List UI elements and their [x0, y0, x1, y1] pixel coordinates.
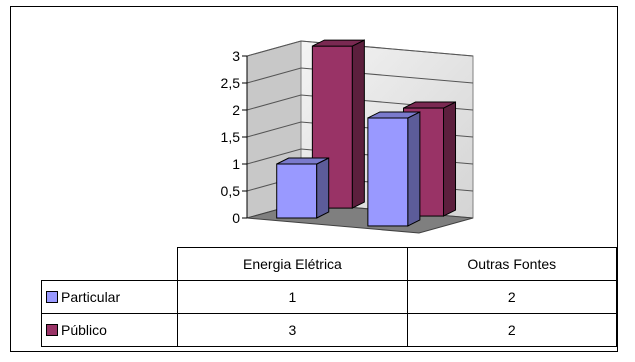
bar-side-face	[443, 101, 457, 217]
data-table: Energia Elétrica Outras Fontes Particula…	[40, 247, 618, 347]
y-tick-label: 1	[232, 156, 240, 172]
y-tick-label: 0,5	[221, 183, 241, 199]
legend-swatch	[46, 324, 58, 336]
bar	[367, 111, 421, 227]
table-corner-cell	[41, 247, 179, 281]
legend-swatch	[46, 291, 58, 303]
bar-top-face	[367, 111, 421, 119]
bar-front-face	[276, 163, 318, 219]
legend-entry: Particular	[40, 280, 179, 314]
y-tick-label: 0	[232, 210, 240, 226]
table-header-row: Energia Elétrica Outras Fontes	[41, 247, 618, 281]
y-tick-label: 2	[232, 102, 240, 118]
y-tick-label: 3	[232, 48, 240, 64]
table-row: Público 3 2	[40, 313, 618, 347]
table-cell: 1	[177, 280, 408, 314]
gridline	[246, 67, 474, 84]
bar-side-face	[316, 157, 330, 219]
bar-top-face	[312, 39, 365, 47]
bar-side-face	[407, 111, 421, 227]
legend-entry: Público	[40, 313, 179, 347]
bar-front-face	[311, 45, 353, 209]
bar-top-face	[403, 101, 456, 109]
table-cell: 2	[406, 313, 618, 347]
bar-side-face	[351, 39, 365, 209]
bar	[311, 39, 365, 209]
gridline	[246, 40, 474, 57]
y-tick-label: 1,5	[221, 129, 241, 145]
chart-frame: 0 0,5 1 1,5 2 2,5 3 Energia Elétrica Outras Fo…	[10, 6, 618, 352]
bar	[276, 157, 330, 219]
y-tick-label: 2,5	[221, 75, 241, 91]
table-cell: 2	[406, 280, 618, 314]
legend-label: Público	[61, 322, 107, 338]
legend-label: Particular	[61, 289, 121, 305]
table-row: Particular 1 2	[40, 280, 618, 314]
table-col-header: Outras Fontes	[406, 247, 618, 281]
table-col-header: Energia Elétrica	[177, 247, 408, 281]
chart-plot: 0 0,5 1 1,5 2 2,5 3	[221, 39, 474, 234]
bar-front-face	[367, 117, 409, 227]
bar-top-face	[276, 157, 329, 165]
table-cell: 3	[177, 313, 408, 347]
